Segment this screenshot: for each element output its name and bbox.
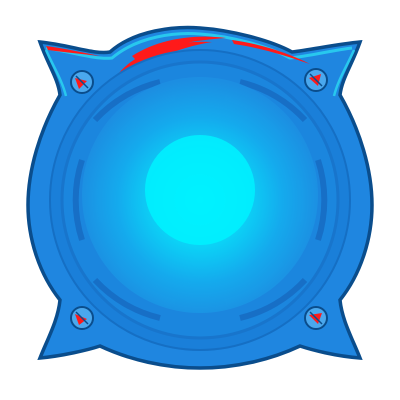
red-accent-streak — [118, 41, 212, 78]
screw-top-right-icon — [304, 68, 328, 92]
speaker-core-center — [145, 135, 255, 245]
ring-segments — [72, 79, 328, 321]
screw-bottom-right-icon — [304, 306, 328, 330]
screw-top-left-icon — [70, 70, 94, 94]
rim-highlight — [45, 32, 353, 60]
red-accent-streak-2 — [132, 36, 226, 60]
red-accent-streak-3 — [232, 40, 310, 64]
red-accent-streak-left — [46, 46, 100, 56]
rim-highlight-left — [44, 49, 68, 97]
rim-highlight-right — [332, 49, 356, 97]
screw-bottom-left-icon — [70, 306, 94, 330]
